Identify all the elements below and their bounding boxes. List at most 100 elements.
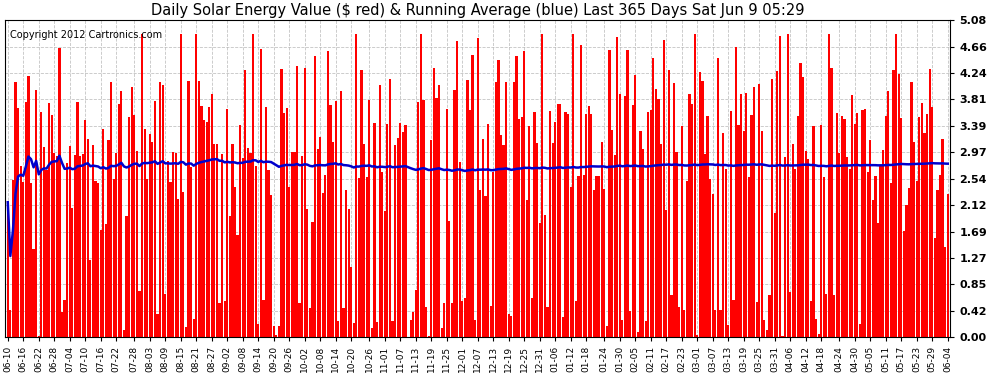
- Bar: [118, 104, 120, 337]
- Bar: [670, 295, 672, 337]
- Bar: [182, 192, 184, 337]
- Bar: [404, 125, 407, 337]
- Bar: [534, 112, 536, 337]
- Bar: [134, 115, 136, 337]
- Bar: [280, 69, 282, 337]
- Bar: [640, 131, 642, 337]
- Bar: [232, 144, 234, 337]
- Bar: [714, 310, 717, 337]
- Bar: [768, 295, 770, 337]
- Bar: [786, 34, 789, 337]
- Bar: [582, 175, 585, 337]
- Bar: [378, 86, 381, 337]
- Bar: [296, 66, 298, 337]
- Bar: [100, 230, 102, 337]
- Bar: [166, 161, 169, 337]
- Bar: [417, 102, 420, 337]
- Bar: [758, 84, 760, 337]
- Bar: [288, 187, 290, 337]
- Bar: [820, 125, 823, 337]
- Bar: [683, 310, 685, 337]
- Bar: [469, 110, 471, 337]
- Bar: [415, 290, 417, 337]
- Bar: [234, 188, 236, 337]
- Bar: [479, 190, 481, 337]
- Bar: [301, 156, 303, 337]
- Bar: [580, 45, 582, 337]
- Bar: [262, 300, 264, 337]
- Bar: [340, 91, 342, 337]
- Bar: [441, 328, 443, 337]
- Bar: [608, 50, 611, 337]
- Bar: [629, 310, 632, 337]
- Bar: [306, 209, 309, 337]
- Bar: [61, 312, 63, 337]
- Text: Copyright 2012 Cartronics.com: Copyright 2012 Cartronics.com: [10, 30, 162, 40]
- Bar: [523, 51, 526, 337]
- Bar: [755, 302, 757, 337]
- Bar: [802, 77, 804, 337]
- Bar: [229, 216, 231, 337]
- Bar: [153, 101, 156, 337]
- Bar: [147, 178, 148, 337]
- Bar: [33, 249, 35, 337]
- Title: Daily Solar Energy Value ($ red) & Running Average (blue) Last 365 Days Sat Jun : Daily Solar Energy Value ($ red) & Runni…: [151, 3, 805, 18]
- Bar: [242, 158, 244, 337]
- Bar: [476, 38, 479, 337]
- Bar: [569, 187, 572, 337]
- Bar: [110, 82, 112, 337]
- Bar: [606, 326, 608, 337]
- Bar: [169, 182, 171, 337]
- Bar: [338, 321, 340, 337]
- Bar: [193, 319, 195, 337]
- Bar: [12, 180, 14, 337]
- Bar: [397, 138, 399, 337]
- Bar: [800, 63, 802, 337]
- Bar: [892, 70, 895, 337]
- Bar: [237, 235, 239, 337]
- Bar: [856, 112, 858, 337]
- Bar: [926, 114, 929, 337]
- Bar: [389, 78, 391, 337]
- Bar: [335, 101, 337, 337]
- Bar: [944, 248, 946, 337]
- Bar: [81, 154, 84, 337]
- Bar: [436, 98, 438, 337]
- Bar: [934, 238, 936, 337]
- Bar: [156, 314, 158, 337]
- Bar: [151, 142, 153, 337]
- Bar: [946, 195, 948, 337]
- Bar: [216, 144, 218, 337]
- Bar: [699, 72, 701, 337]
- Bar: [771, 80, 773, 337]
- Bar: [872, 200, 874, 337]
- Bar: [391, 321, 394, 337]
- Bar: [226, 109, 229, 337]
- Bar: [350, 267, 352, 337]
- Bar: [531, 298, 533, 337]
- Bar: [84, 120, 86, 337]
- Bar: [492, 172, 494, 337]
- Bar: [148, 135, 150, 337]
- Bar: [66, 163, 68, 337]
- Bar: [221, 154, 223, 337]
- Bar: [551, 143, 553, 337]
- Bar: [704, 154, 706, 337]
- Bar: [905, 205, 908, 337]
- Bar: [505, 82, 507, 337]
- Bar: [510, 315, 513, 337]
- Bar: [381, 172, 383, 337]
- Bar: [402, 132, 404, 337]
- Bar: [343, 308, 345, 337]
- Bar: [709, 179, 711, 337]
- Bar: [826, 294, 828, 337]
- Bar: [97, 183, 99, 337]
- Bar: [347, 209, 349, 337]
- Bar: [352, 323, 354, 337]
- Bar: [874, 176, 876, 337]
- Bar: [554, 122, 556, 337]
- Bar: [877, 224, 879, 337]
- Bar: [177, 199, 179, 337]
- Bar: [903, 231, 905, 337]
- Bar: [760, 130, 763, 337]
